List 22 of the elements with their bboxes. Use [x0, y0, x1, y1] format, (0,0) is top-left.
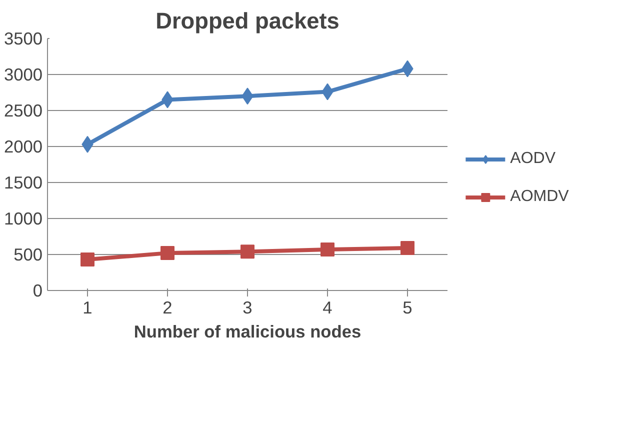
point — [80, 252, 94, 267]
x-tick-label: 1 — [82, 298, 92, 318]
x-tick-label: 3 — [242, 298, 252, 318]
point — [320, 242, 334, 256]
x-tick-label: 2 — [162, 298, 172, 318]
chart-title: Dropped packets — [156, 8, 340, 34]
point — [400, 241, 414, 256]
legend-label: AODV — [510, 150, 556, 168]
x-axis-title: Number of malicious nodes — [134, 322, 362, 342]
y-tick-label: 1500 — [4, 172, 43, 192]
x-tick-label: 5 — [402, 298, 412, 318]
point — [160, 246, 174, 260]
y-tick-label: 500 — [14, 244, 43, 264]
point — [240, 244, 254, 259]
y-tick-label: 3500 — [4, 28, 43, 48]
y-tick-label: 3000 — [4, 64, 43, 84]
y-tick-label: 2500 — [4, 100, 43, 120]
x-tick-label: 4 — [322, 298, 333, 318]
y-tick-label: 1000 — [4, 208, 43, 228]
y-tick-label: 2000 — [4, 136, 43, 156]
legend-label: AOMDV — [510, 188, 569, 206]
y-tick-label: 0 — [32, 280, 43, 300]
